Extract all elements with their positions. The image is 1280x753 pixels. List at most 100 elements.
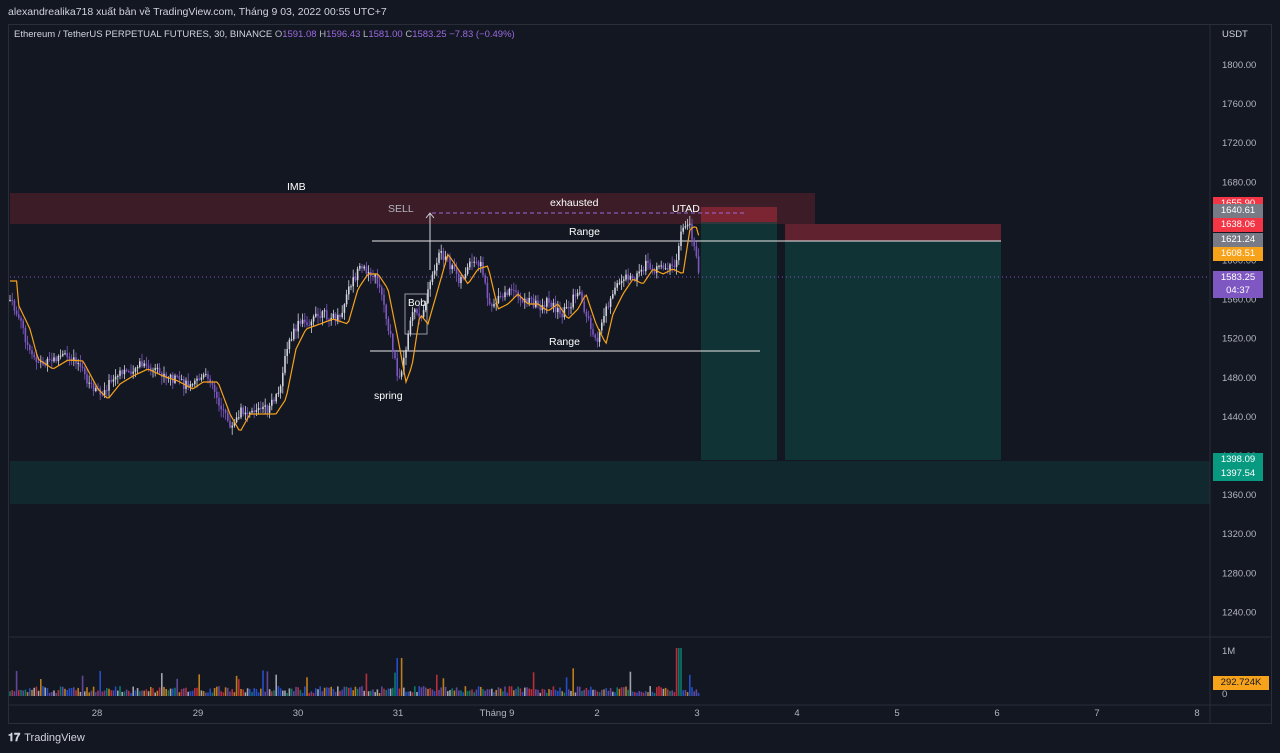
volume-bar [455,687,458,696]
volume-bar [673,692,676,696]
candle-body [64,353,66,355]
candle-body [321,311,324,318]
candle-body [550,302,552,307]
volume-bar [167,690,170,696]
volume-bar [271,691,273,696]
candle-body [493,304,495,307]
volume-bar [257,692,260,696]
imb-label: IMB [287,181,306,193]
volume-bar [246,688,249,696]
candle-body [530,298,533,300]
volume-bar [433,691,436,696]
volume-bar [114,686,117,696]
volume-bar [506,692,508,696]
volume-bar [343,686,346,696]
volume-bar [546,692,548,696]
candle-body [642,269,645,272]
volume-bar [279,688,282,696]
exhausted-label: exhausted [550,197,599,209]
volume-bar [13,691,16,696]
price-tick-label: 1280.00 [1222,568,1256,579]
volume-bar [528,688,530,696]
candle-body [416,309,418,314]
candle-body [231,425,233,428]
candle-body [163,373,165,377]
volume-bar [29,688,31,696]
candle-body [559,307,561,314]
symbol-legend[interactable]: Ethereum / TetherUS PERPETUAL FUTURES, 3… [14,29,515,40]
candle-body [444,256,447,260]
volume-bar [517,686,519,696]
candle-body [682,227,684,232]
volume-bar [26,692,29,696]
volume-bar [627,689,629,696]
volume-bar [394,672,396,696]
volume-bar [449,690,451,696]
volume-bar [422,686,425,696]
candle-body [605,306,607,316]
volume-bar [222,692,225,696]
candle-body [101,394,104,396]
candle-body [601,322,603,331]
volume-bar [337,686,339,696]
candle-body [356,268,359,281]
candle-body [585,311,588,317]
volume-bar [11,690,13,696]
volume-bar [565,677,568,696]
candle-body [44,364,46,366]
candle-body [475,261,478,263]
candle-body [506,292,508,296]
volume-bar [211,692,214,696]
candle-body [442,251,445,260]
candle-body [145,363,148,367]
volume-bar [191,690,194,696]
candle-body [200,377,203,380]
candle-body [68,356,71,359]
volume-bar [194,688,196,696]
sell-arrow-head [425,212,435,219]
candle-body [46,358,49,366]
tradingview-logo[interactable]: 𝟏𝟕 TradingView [8,732,85,745]
close-label: C [405,29,413,40]
volume-bar [136,688,139,696]
volume-bar [70,688,73,696]
volume-bar [607,690,610,696]
volume-bar [510,686,513,696]
volume-tick-label: 1M [1222,646,1235,657]
volume-bar [180,689,183,696]
volume-bar [304,686,306,696]
candle-body [365,266,368,274]
volume-bar [209,688,211,696]
volume-bar [662,688,665,696]
candle-body [220,405,222,410]
candle-body [150,367,152,372]
candle-body [383,294,385,305]
volume-bar [106,688,108,696]
candle-body [594,334,596,338]
volume-bar [205,692,207,696]
volume-bar [178,692,181,696]
candle-body [312,316,315,322]
candle-body [169,374,172,378]
candle-body [326,310,328,320]
volume-bar [453,690,456,696]
candle-body [154,368,156,371]
volume-bar [262,670,264,696]
candle-body [352,277,354,287]
price-tick-label: 1480.00 [1222,373,1256,384]
candle-body [649,263,651,269]
candle-body [293,328,295,340]
candle-body [275,394,277,402]
candle-body [627,274,629,280]
candle-body [295,328,297,332]
volume-bar [414,686,416,696]
candle-body [92,383,95,392]
volume-bar [9,691,11,696]
candle-body [469,261,471,268]
candle-body [625,274,627,280]
volume-bar [227,687,229,696]
candle-body [242,407,244,415]
price-tick-label: 1720.00 [1222,138,1256,149]
volume-bar [425,687,427,696]
